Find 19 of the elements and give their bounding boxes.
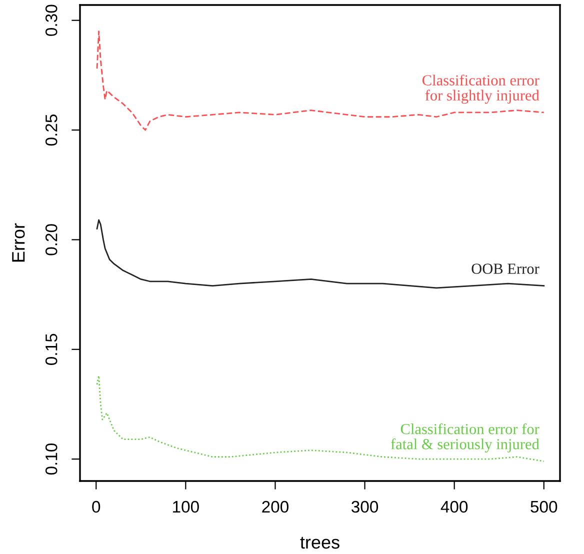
x-tick-label: 100 bbox=[173, 500, 199, 513]
x-tick-label: 300 bbox=[352, 500, 378, 513]
y-tick-label: 0.20 bbox=[45, 224, 58, 256]
y-axis-title: Error bbox=[12, 223, 25, 262]
line-series bbox=[96, 219, 545, 289]
series-label: OOB Error bbox=[472, 264, 540, 274]
y-tick-label: 0.30 bbox=[45, 4, 58, 36]
y-tick-label: 0.15 bbox=[45, 334, 58, 365]
x-tick-label: 500 bbox=[530, 500, 558, 513]
x-axis-title: trees bbox=[300, 536, 340, 549]
series-label: Classification error for fatal & seriously injured bbox=[390, 423, 540, 452]
x-tick-label: 400 bbox=[440, 500, 468, 513]
y-tick-label: 0.25 bbox=[45, 114, 58, 146]
line-series bbox=[96, 375, 545, 462]
series-label: Classification error for slightly injured bbox=[422, 74, 540, 104]
y-tick-label: 0.10 bbox=[45, 443, 58, 475]
line-series bbox=[96, 30, 545, 131]
x-tick-label: 200 bbox=[262, 500, 288, 513]
x-tick-label: 0 bbox=[92, 500, 100, 513]
